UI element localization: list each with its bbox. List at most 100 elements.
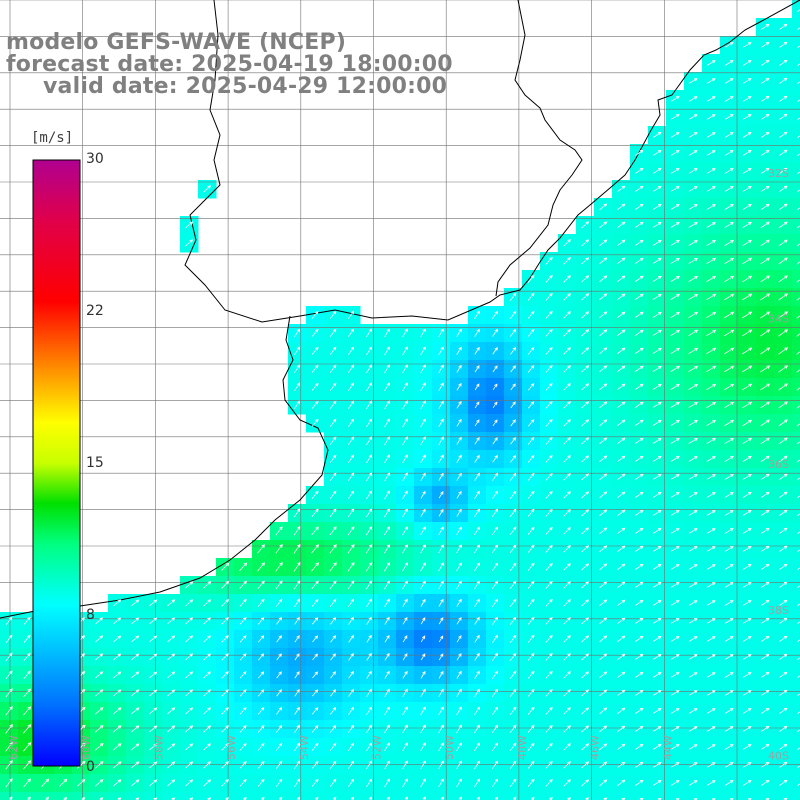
wind-cell (792, 108, 800, 127)
wind-arrow (527, 742, 535, 751)
wind-arrow (724, 222, 734, 228)
wind-arrow (688, 168, 698, 174)
wind-arrow (670, 222, 680, 228)
wind-arrow (670, 510, 680, 516)
wind-arrow (492, 365, 498, 373)
wind-arrow (652, 257, 662, 264)
wind-arrow (203, 653, 211, 661)
wind-arrow (670, 275, 680, 282)
wind-arrow (365, 544, 373, 554)
wind-arrow (203, 617, 212, 625)
wind-arrow (402, 724, 408, 734)
wind-arrow (545, 419, 553, 427)
wind-arrow (706, 365, 717, 373)
wind-arrow (670, 582, 680, 588)
wind-arrow (706, 564, 716, 570)
wind-arrow (312, 653, 318, 661)
wind-arrow (185, 599, 194, 607)
wind-arrow (149, 617, 158, 625)
wind-arrow (311, 562, 319, 572)
wind-arrow (634, 239, 644, 247)
wind-arrow (778, 455, 788, 463)
wind-arrow (688, 186, 698, 192)
wind-arrow (239, 653, 247, 661)
wind-arrow (688, 420, 698, 426)
wind-arrow (652, 708, 662, 714)
wind-arrow (724, 492, 734, 498)
wind-arrow (456, 598, 462, 607)
wind-arrow (652, 347, 662, 355)
wind-arrow (275, 562, 283, 572)
wind-arrow (474, 580, 480, 590)
wind-arrow (617, 707, 626, 715)
wind-arrow (670, 114, 680, 120)
wind-arrow (652, 365, 662, 373)
wind-arrow (581, 563, 590, 571)
wind-arrow (258, 689, 265, 697)
wind-arrow (634, 581, 644, 588)
wind-arrow (760, 581, 770, 588)
wind-arrow (797, 747, 800, 751)
wind-arrow (706, 708, 716, 714)
wind-arrow (113, 653, 122, 661)
wind-arrow (760, 473, 770, 481)
wind-cell (792, 594, 800, 613)
wind-arrow (797, 675, 800, 679)
wind-arrow (185, 689, 194, 697)
wind-arrow (474, 328, 480, 337)
wind-arrow (742, 528, 752, 534)
wind-arrow (492, 401, 498, 409)
wind-arrow (112, 725, 122, 733)
wind-cell (792, 198, 800, 217)
wind-arrow (706, 96, 716, 102)
wind-arrow (760, 725, 770, 732)
wind-arrow (599, 311, 608, 319)
wind-arrow (131, 653, 140, 661)
wind-arrow (652, 150, 662, 156)
wind-arrow (402, 580, 408, 590)
wind-arrow (742, 311, 753, 319)
wind-arrow (563, 383, 571, 391)
wind-arrow (329, 400, 337, 409)
wind-arrow (384, 652, 390, 661)
wind-arrow (348, 634, 354, 643)
wind-arrow (796, 405, 800, 409)
wind-arrow (779, 23, 788, 31)
wind-arrow (527, 598, 535, 607)
wind-arrow (329, 490, 337, 499)
wind-arrow (688, 204, 698, 210)
wind-arrow (742, 473, 752, 480)
wind-arrow (688, 365, 699, 372)
wind-arrow (221, 761, 229, 769)
wind-arrow (293, 508, 301, 518)
wind-arrow (563, 581, 571, 589)
wind-arrow (527, 688, 535, 697)
wind-arrow (563, 779, 571, 787)
wind-cell (792, 756, 800, 775)
wind-arrow (185, 617, 194, 625)
wind-arrow (438, 328, 444, 338)
wind-arrow (130, 743, 140, 751)
wind-arrow (329, 580, 337, 590)
wind-arrow (347, 580, 355, 590)
wind-arrow (796, 495, 800, 499)
wind-arrow (634, 149, 644, 156)
wind-arrow (742, 329, 753, 337)
wind-arrow (276, 671, 282, 679)
latitude-label: 36S (768, 458, 789, 471)
wind-arrow (670, 564, 680, 570)
wind-arrow (294, 760, 301, 770)
wind-arrow (563, 491, 571, 499)
wind-arrow (510, 401, 516, 409)
wind-arrow (474, 652, 480, 661)
wind-arrow (688, 762, 698, 768)
wind-arrow (796, 261, 800, 265)
wind-arrow (599, 239, 608, 247)
wind-arrow (438, 617, 444, 625)
wind-arrow (670, 383, 680, 390)
wind-arrow (545, 634, 553, 643)
wind-arrow (634, 545, 644, 552)
wind-arrow (634, 437, 644, 445)
wind-arrow (778, 131, 788, 139)
wind-arrow (456, 580, 462, 590)
